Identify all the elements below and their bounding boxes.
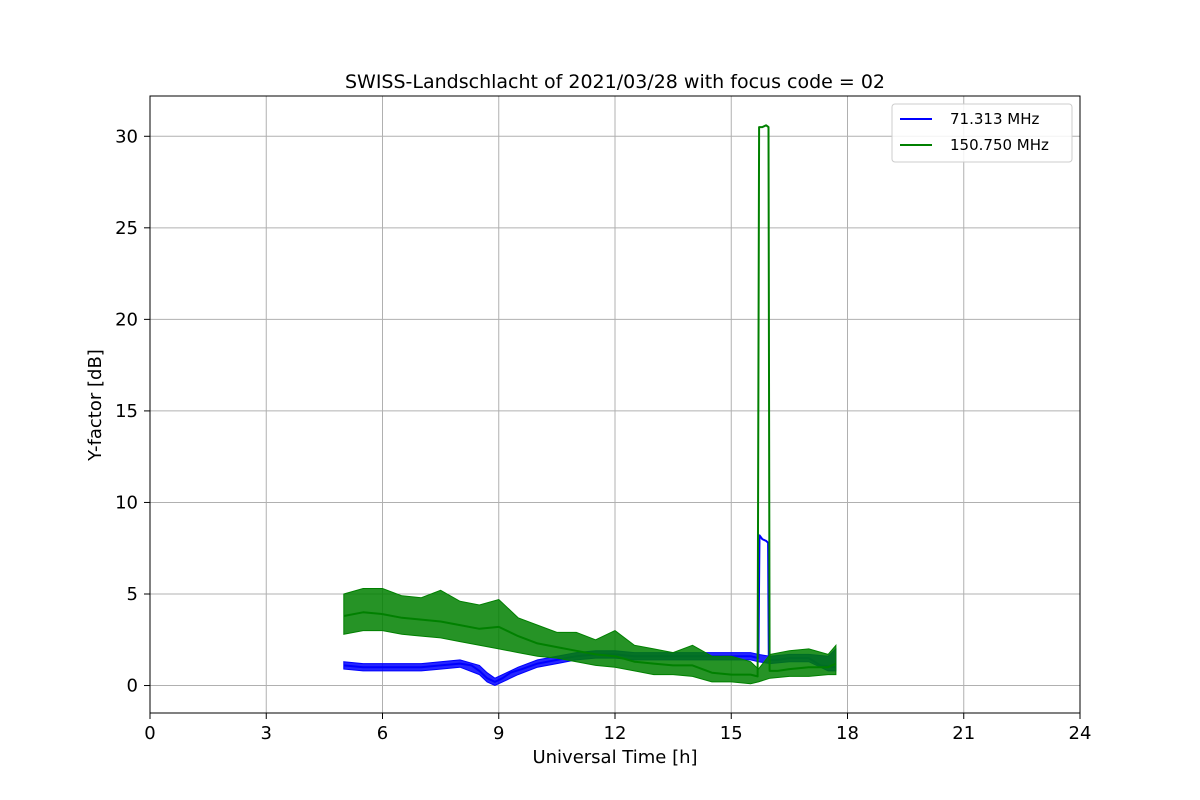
series-line [343,124,837,678]
y-tick-label: 30 [115,126,138,147]
series-band [343,588,837,685]
x-tick-label: 15 [720,723,743,744]
y-tick-label: 15 [115,401,138,422]
legend: 71.313 MHz 150.750 MHz [891,103,1073,163]
x-axis: 0 3 6 9 12 15 18 21 24 [144,713,1091,744]
x-tick-label: 21 [952,723,975,744]
x-tick-label: 0 [144,723,155,744]
y-tick-label: 25 [115,218,138,239]
y-tick-label: 0 [127,676,138,697]
legend-label: 150.750 MHz [950,136,1049,154]
y-tick-label: 20 [115,309,138,330]
legend-item: 150.750 MHz [900,136,1049,154]
y-axis: 0 5 10 15 20 25 30 [115,126,150,697]
y-tick-label: 5 [127,584,138,605]
x-tick-label: 6 [377,723,388,744]
series-layer [343,124,837,687]
x-axis-label: Universal Time [h] [532,747,697,768]
y-axis-label: Y-factor [dB] [85,349,106,462]
legend-label: 71.313 MHz [950,110,1039,128]
series-2 [343,124,837,685]
x-tick-label: 24 [1069,723,1092,744]
x-tick-label: 3 [261,723,272,744]
x-tick-label: 9 [493,723,504,744]
y-tick-label: 10 [115,492,138,513]
x-tick-label: 12 [604,723,627,744]
legend-item: 71.313 MHz [900,110,1039,128]
legend-box [891,103,1073,163]
x-tick-label: 18 [836,723,859,744]
chart-title: SWISS-Landschlacht of 2021/03/28 with fo… [345,71,885,93]
